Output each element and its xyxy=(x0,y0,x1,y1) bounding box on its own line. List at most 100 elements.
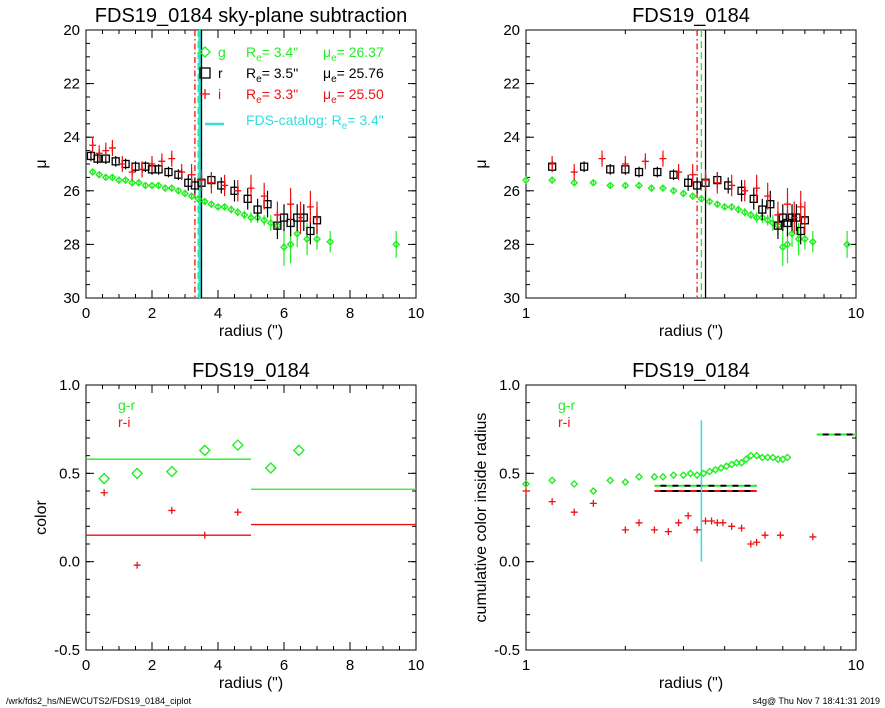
data-point-diamond xyxy=(686,469,695,478)
chart-title: FDS19_0184 xyxy=(632,360,750,382)
data-point-diamond xyxy=(717,464,726,473)
data-point-plus xyxy=(548,160,556,168)
data-point-plus xyxy=(764,192,772,200)
data-point-plus xyxy=(89,141,97,149)
data-point-plus xyxy=(659,155,667,163)
data-point-diamond xyxy=(95,170,104,179)
x-tick-label: 1 xyxy=(522,305,530,322)
data-point-diamond xyxy=(233,208,242,217)
data-point-plus xyxy=(138,165,146,173)
data-point-diamond xyxy=(621,181,630,190)
data-point-diamond xyxy=(768,453,777,462)
data-point-plus xyxy=(589,499,597,507)
data-point-plus xyxy=(247,184,255,192)
data-point-diamond xyxy=(115,176,123,185)
data-point-plus xyxy=(102,147,110,155)
legend: g-rr-i xyxy=(558,397,575,430)
data-point-plus xyxy=(776,531,784,539)
data-point-plus xyxy=(297,214,304,222)
x-tick-label: 2 xyxy=(148,657,156,674)
legend-band: r xyxy=(218,65,223,81)
data-point-square xyxy=(758,205,767,214)
data-point-plus xyxy=(273,211,281,219)
data-point-plus xyxy=(790,214,798,222)
data-point-diamond xyxy=(669,186,678,195)
footer-path: /wrk/fds2_hs/NEWCUTS2/FDS19_0184_ciplot xyxy=(6,696,192,706)
series-r-i xyxy=(100,489,242,569)
data-point-square xyxy=(796,226,805,236)
data-point-square xyxy=(692,181,702,190)
data-point-plus xyxy=(313,214,321,222)
x-tick-label: 10 xyxy=(848,305,865,322)
data-point-diamond xyxy=(783,453,792,462)
x-tick-label: 2 xyxy=(148,305,156,322)
series-g xyxy=(522,176,852,266)
x-tick-label: 0 xyxy=(82,657,90,674)
data-point-diamond xyxy=(746,210,755,219)
data-point-plus xyxy=(570,508,578,516)
legend-mu: μe= 25.76 xyxy=(323,65,384,85)
data-point-diamond xyxy=(522,479,530,488)
data-point-diamond xyxy=(247,213,255,222)
legend: g Re= 3.4" μe= 26.37 r Re= 3.5" μe= 25.76 i Re=… xyxy=(199,44,384,132)
data-point-plus xyxy=(753,184,761,192)
data-point-diamond xyxy=(699,469,708,478)
y-tick-label: 0.5 xyxy=(59,465,80,482)
data-point-diamond xyxy=(778,243,787,252)
data-point-diamond xyxy=(134,178,143,187)
data-point-plus xyxy=(641,157,649,165)
data-point-diamond xyxy=(669,471,678,480)
x-tick-label: 0 xyxy=(82,305,90,322)
y-axis-label: μ xyxy=(473,159,490,168)
data-point-diamond xyxy=(198,444,211,457)
data-point-plus xyxy=(689,171,697,179)
data-point-plus xyxy=(118,160,126,168)
data-point-plus xyxy=(797,203,805,211)
data-point-diamond xyxy=(548,176,557,185)
series-g-r xyxy=(522,451,792,495)
data-point-plus xyxy=(719,519,727,527)
y-tick-label: 22 xyxy=(63,76,80,93)
data-point-diamond xyxy=(740,208,749,217)
data-point-diamond xyxy=(808,237,817,246)
data-point-diamond xyxy=(705,467,714,476)
data-point-square xyxy=(653,167,662,177)
data-point-diamond xyxy=(214,202,222,211)
data-point-diamond xyxy=(231,439,244,452)
legend: g-rr-i xyxy=(118,397,135,430)
data-point-square xyxy=(778,213,787,222)
data-point-diamond xyxy=(313,235,321,244)
data-point-plus xyxy=(95,149,103,157)
data-point-plus xyxy=(548,498,556,506)
data-point-diamond xyxy=(280,243,288,252)
data-point-diamond xyxy=(606,181,615,190)
legend-mu: μe= 25.50 xyxy=(323,86,384,106)
data-point-square xyxy=(579,162,589,171)
data-point-diamond xyxy=(548,476,557,485)
data-point-diamond xyxy=(752,213,761,222)
data-point-diamond xyxy=(705,197,714,206)
data-point-diamond xyxy=(679,471,688,480)
data-point-diamond xyxy=(783,240,792,249)
data-point-diamond xyxy=(253,213,262,222)
data-point-diamond xyxy=(200,197,209,206)
data-point-plus xyxy=(702,517,710,525)
data-point-diamond xyxy=(161,184,170,193)
data-point-square xyxy=(683,178,693,187)
data-point-diamond xyxy=(131,467,144,480)
data-point-plus xyxy=(675,168,683,176)
plot-frame xyxy=(525,29,857,299)
data-point-diamond xyxy=(98,472,111,485)
data-point-plus xyxy=(260,192,268,200)
data-point-diamond xyxy=(713,200,722,209)
legend-label: g-r xyxy=(558,397,575,413)
y-tick-label: 0.0 xyxy=(59,554,80,571)
data-point-diamond xyxy=(293,229,302,238)
data-point-diamond xyxy=(260,216,269,225)
plot-frame xyxy=(525,384,857,651)
y-tick-label: 24 xyxy=(63,129,80,146)
data-point-diamond xyxy=(737,458,746,467)
data-point-diamond xyxy=(758,453,767,462)
y-tick-label: 1.0 xyxy=(499,377,520,394)
